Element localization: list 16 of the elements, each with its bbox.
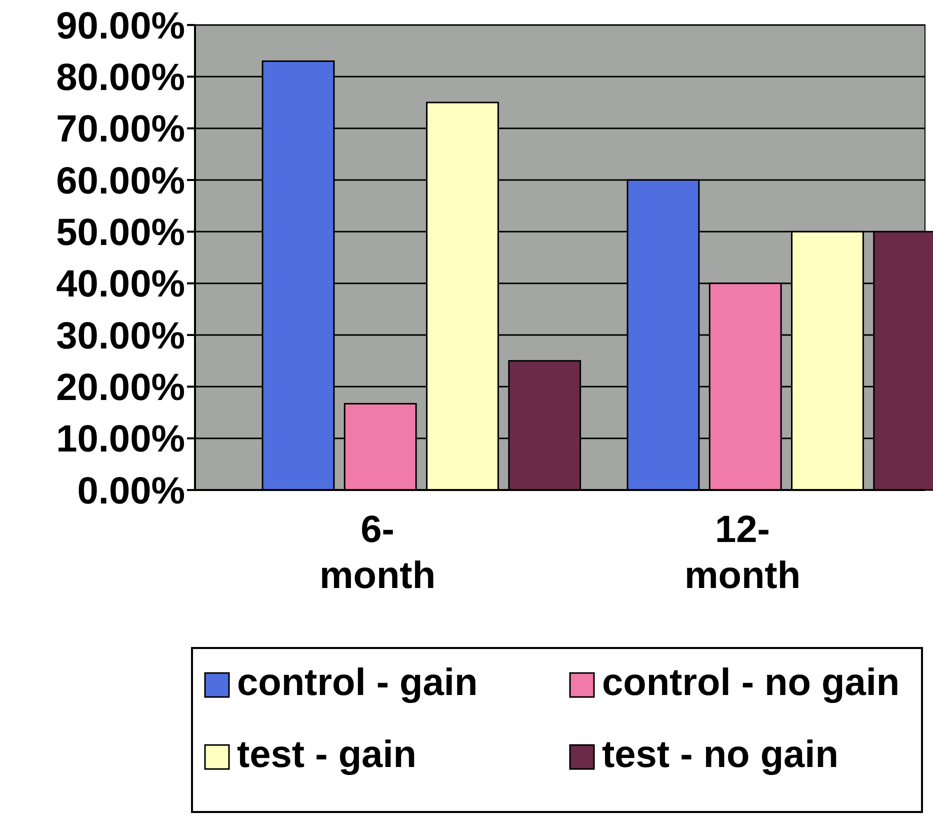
legend-label: control - gain (237, 662, 478, 704)
y-tick-label: 50.00% (56, 212, 185, 254)
x-tick-label: 12-month (684, 509, 801, 597)
legend-label: test - gain (237, 734, 416, 776)
y-tick-label: 20.00% (56, 366, 185, 409)
y-tick-label: 10.00% (56, 418, 185, 461)
y-tick-label: 60.00% (56, 160, 185, 202)
y-tick-label: 0.00% (77, 470, 185, 512)
y-tick-label: 90.00% (56, 5, 185, 48)
y-tick-label: 70.00% (56, 108, 185, 151)
legend-label: control - no gain (602, 662, 900, 704)
y-tick-label: 40.00% (56, 264, 185, 306)
y-tick-label: 80.00% (56, 56, 185, 99)
x-tick-label: 6-month (319, 509, 436, 597)
y-tick-label: 30.00% (56, 315, 185, 358)
legend-label: test - no gain (602, 734, 838, 776)
